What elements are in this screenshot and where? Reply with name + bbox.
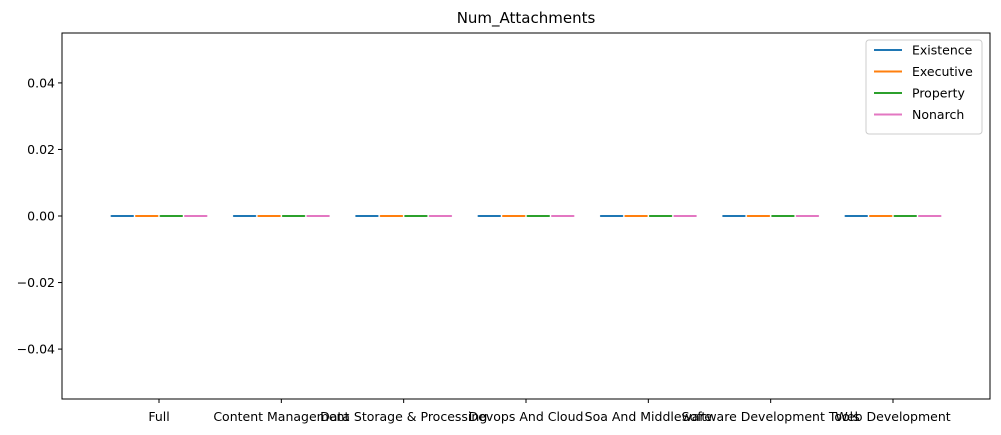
legend-label-executive: Executive — [912, 64, 973, 79]
legend-label-property: Property — [912, 86, 965, 101]
x-tick-label: Web Development — [835, 409, 950, 424]
y-tick-label: −0.04 — [17, 342, 55, 357]
y-tick-label: 0.02 — [27, 142, 55, 157]
x-tick-label: Soa And Middleware — [585, 409, 713, 424]
y-axis: −0.04 −0.02 0.00 0.02 0.04 — [17, 75, 62, 357]
chart-title: Num_Attachments — [457, 9, 596, 28]
x-tick-label: Data Storage & Processing — [320, 409, 487, 424]
x-tick-label: Devops And Cloud — [469, 409, 584, 424]
y-tick-label: 0.04 — [27, 75, 55, 90]
x-tick-label: Full — [148, 409, 169, 424]
legend-label-existence: Existence — [912, 43, 973, 58]
y-tick-label: 0.00 — [27, 209, 55, 224]
legend-box — [865, 39, 983, 135]
x-tick-label: Content Management — [213, 409, 349, 424]
legend: Existence Executive Property Nonarch — [865, 39, 983, 135]
legend-label-nonarch: Nonarch — [912, 107, 964, 122]
x-tick-label: Software Development Tools — [682, 409, 860, 424]
y-tick-label: −0.02 — [17, 275, 55, 290]
